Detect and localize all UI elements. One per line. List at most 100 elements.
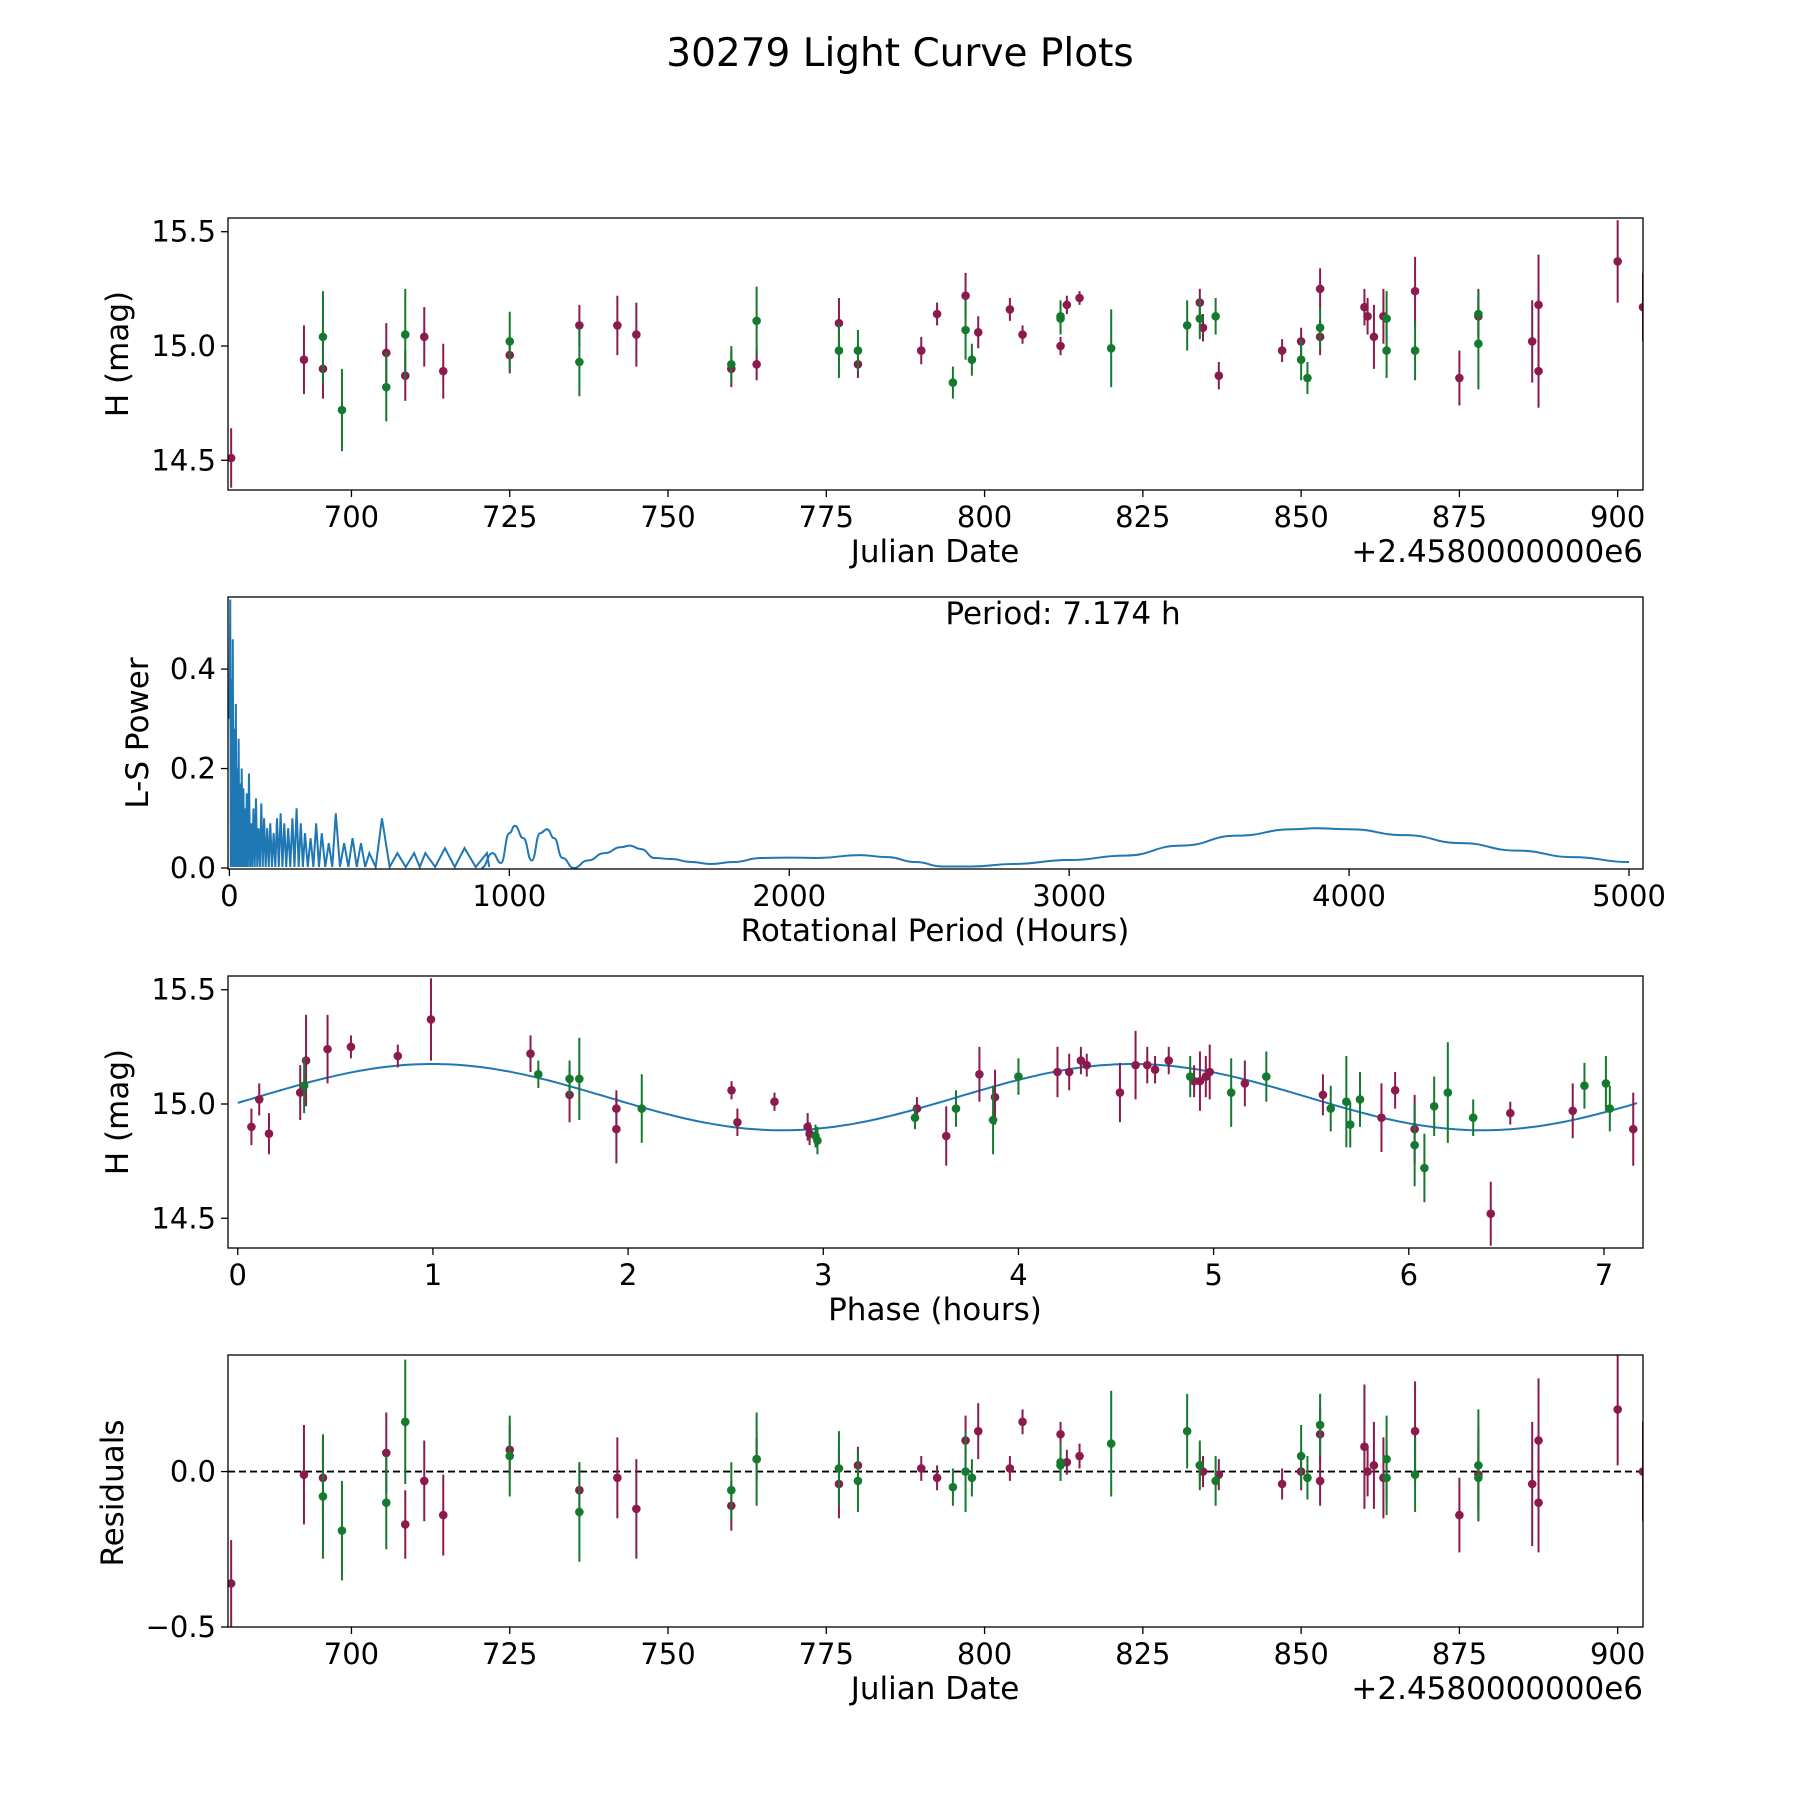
- phase-y-tick-label: 15.0: [151, 1087, 216, 1121]
- light-curve-x-tick-label: 850: [1273, 500, 1328, 534]
- light-curve-offset-text: +2.4580000000e6: [1351, 534, 1643, 570]
- phase-point-green: [575, 1074, 584, 1084]
- panel-phase-folded: 0 1 2 3 4 5 6 7 14.5 15.0 15.5 Phase (hours) H (ma…: [100, 973, 1644, 1328]
- light-curve-point-magenta: [1534, 366, 1543, 376]
- light-curve-point-magenta: [1277, 346, 1287, 355]
- residuals-point-magenta: [400, 1520, 410, 1529]
- periodogram-x-tick-label: 1000: [472, 879, 546, 913]
- residuals-plot-area: 700 725 750 775 800 825 850 875 900 −0.5 0.0: [146, 1355, 1645, 1671]
- light-curve-point-magenta: [1056, 341, 1065, 351]
- phase-point-magenta: [975, 1069, 984, 1079]
- phase-x-label: Phase (hours): [828, 1292, 1042, 1328]
- phase-point-green: [951, 1104, 961, 1113]
- light-curve-point-green: [337, 405, 347, 415]
- residuals-point-magenta: [381, 1448, 391, 1458]
- phase-fit-curve: [237, 1063, 1638, 1132]
- light-curve-point-magenta: [932, 309, 942, 319]
- phase-point-magenta: [1240, 1079, 1250, 1088]
- phase-point-magenta: [1377, 1113, 1386, 1123]
- residuals-x-tick-label: 900: [1590, 1637, 1645, 1671]
- light-curve-point-magenta: [1369, 332, 1379, 342]
- light-curve-point-magenta: [575, 321, 584, 330]
- residuals-point-magenta: [438, 1510, 448, 1520]
- light-curve-x-tick-label: 700: [324, 500, 379, 534]
- periodogram-y-tick-label: 0.4: [170, 652, 216, 686]
- periodogram-frame: [227, 596, 1644, 870]
- residuals-point-magenta: [973, 1426, 983, 1436]
- phase-point-green: [1468, 1113, 1478, 1123]
- periodogram-x-tick-label: 2000: [752, 879, 826, 913]
- phase-point-green: [1185, 1072, 1195, 1081]
- residuals-point-green: [575, 1507, 584, 1517]
- light-curve-point-magenta: [438, 366, 448, 376]
- light-curve-point-magenta: [1363, 311, 1372, 321]
- phase-point-magenta: [1131, 1060, 1140, 1070]
- phase-point-magenta: [1115, 1088, 1125, 1097]
- figure-title: 30279 Light Curve Plots: [666, 31, 1133, 76]
- phase-point-magenta: [1053, 1067, 1062, 1077]
- light-curve-point-magenta: [228, 453, 236, 463]
- light-curve-x-tick-label: 800: [957, 500, 1012, 534]
- phase-point-magenta: [1164, 1056, 1174, 1065]
- light-curve-point-green: [1056, 311, 1065, 321]
- residuals-x-tick-label: 800: [957, 1637, 1012, 1671]
- light-curve-point-green: [400, 330, 410, 339]
- phase-point-magenta: [1195, 1076, 1205, 1086]
- periodogram-x-tick-label: 0: [220, 879, 238, 913]
- light-curve-point-magenta: [1527, 337, 1537, 346]
- light-curve-point-green: [1410, 346, 1420, 355]
- residuals-point-magenta: [613, 1473, 622, 1483]
- residuals-point-green: [967, 1473, 977, 1483]
- phase-point-green: [910, 1113, 920, 1123]
- phase-point-magenta: [1150, 1065, 1160, 1075]
- panel-residuals: 700 725 750 775 800 825 850 875 900 −0.5 0.0 Julia…: [95, 1354, 1645, 1707]
- residuals-point-green: [337, 1526, 347, 1535]
- light-curve-point-green: [1315, 323, 1325, 333]
- light-curve-point-magenta: [1638, 302, 1643, 312]
- light-curve-point-green: [1182, 321, 1192, 330]
- phase-point-magenta: [1142, 1060, 1152, 1070]
- light-curve-point-magenta: [1005, 305, 1015, 314]
- phase-x-tick-label: 0: [229, 1258, 247, 1292]
- residuals-point-green: [381, 1498, 391, 1507]
- light-curve-x-label: Julian Date: [849, 534, 1020, 570]
- light-curve-x-tick-label: 750: [640, 500, 695, 534]
- phase-point-magenta: [323, 1044, 332, 1054]
- residuals-point-magenta: [1277, 1479, 1287, 1489]
- residuals-point-green: [1474, 1473, 1483, 1483]
- residuals-offset-text: +2.4580000000e6: [1351, 1671, 1643, 1707]
- light-curve-x-tick-label: 900: [1590, 500, 1645, 534]
- panel-light-curve: 700 725 750 775 800 825 850 875 90014.515.015.5 …: [100, 215, 1645, 570]
- phase-point-green: [1605, 1104, 1615, 1113]
- residuals-point-magenta: [1005, 1464, 1015, 1473]
- residuals-point-green: [1211, 1476, 1220, 1486]
- residuals-point-green: [1296, 1451, 1306, 1461]
- phase-point-green: [1355, 1095, 1365, 1104]
- residuals-point-magenta: [1527, 1479, 1537, 1489]
- light-curve-point-magenta: [1315, 284, 1325, 294]
- phase-y-tick-label: 14.5: [151, 1201, 216, 1235]
- light-curve-point-green: [834, 346, 844, 355]
- residuals-point-green: [1106, 1439, 1116, 1448]
- light-curve-point-magenta: [916, 346, 926, 355]
- residuals-point-magenta: [1018, 1417, 1027, 1427]
- light-curve-point-green: [1474, 339, 1483, 349]
- phase-x-tick-label: 3: [814, 1258, 832, 1292]
- light-curve-frame: [227, 217, 1644, 491]
- periodogram-y-tick-label: 0.0: [170, 851, 216, 885]
- phase-point-magenta: [912, 1104, 922, 1113]
- light-curve-point-green: [967, 355, 977, 365]
- residuals-x-tick-label: 875: [1432, 1637, 1487, 1671]
- light-curve-point-green: [505, 337, 515, 346]
- residuals-point-green: [752, 1454, 761, 1464]
- phase-point-magenta: [727, 1085, 736, 1095]
- light-curve-point-magenta: [1410, 286, 1420, 296]
- light-curve-point-magenta: [1198, 323, 1208, 333]
- residuals-x-tick-label: 750: [640, 1637, 695, 1671]
- residuals-point-magenta: [1534, 1498, 1543, 1507]
- residuals-point-magenta: [1056, 1429, 1065, 1439]
- phase-point-green: [1410, 1140, 1419, 1150]
- residuals-point-green: [853, 1476, 863, 1486]
- phase-point-green: [1326, 1104, 1336, 1113]
- light-curve-data-layer: [228, 220, 1643, 488]
